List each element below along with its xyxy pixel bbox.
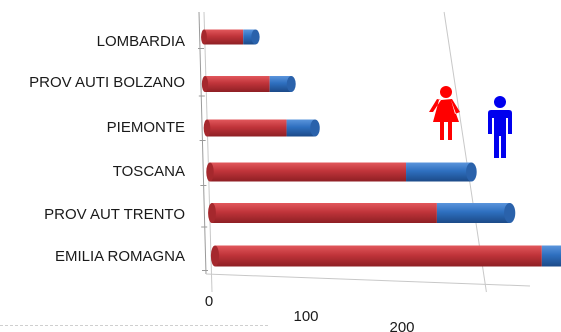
bar-female (215, 245, 542, 267)
bar-start-cap (206, 162, 214, 182)
bar-male (286, 119, 315, 137)
bar-male (541, 245, 561, 267)
category-label: TOSCANA (113, 163, 185, 180)
category-label: EMILIA ROMAGNA (55, 248, 185, 265)
bar-start-cap (208, 203, 216, 223)
x-tick-label: 0 (205, 293, 213, 310)
bar-end-cap (466, 162, 477, 182)
bar-end-cap (504, 203, 516, 223)
bar-female (210, 162, 407, 182)
male-figure-icon (488, 96, 512, 158)
category-label: LOMBARDIA (97, 33, 185, 50)
bar-female (205, 76, 270, 92)
female-figure-icon (429, 86, 460, 140)
bar-female (204, 29, 244, 45)
x-tick-label: 100 (293, 308, 318, 325)
category-labels: LOMBARDIA PROV AUTI BOLZANO PIEMONTE TOSCAN… (29, 33, 185, 265)
bar-start-cap (203, 119, 211, 137)
dashed-divider (0, 325, 268, 326)
floor-edge (205, 273, 531, 287)
bar-male (436, 203, 510, 223)
bar-end-cap (310, 119, 320, 137)
bar-start-cap (210, 245, 220, 267)
bar-start-cap (201, 76, 209, 92)
y-axis-line (198, 11, 207, 275)
tick-labels: 0 100 200 (205, 293, 415, 332)
gridline (443, 11, 487, 293)
category-label: PROV AUT TRENTO (44, 206, 185, 223)
gridlines (203, 11, 487, 293)
category-label: PIEMONTE (107, 119, 185, 136)
bar-male (406, 162, 472, 182)
axes (198, 11, 531, 287)
bar-male (269, 76, 292, 92)
bar-end-cap (286, 76, 296, 92)
bar-female (207, 119, 287, 137)
bar-start-cap (201, 29, 207, 45)
bar-female (212, 203, 437, 223)
bars (201, 29, 561, 267)
bar-end-cap (251, 29, 260, 45)
category-label: PROV AUTI BOLZANO (29, 74, 185, 91)
x-tick-label: 200 (389, 319, 414, 332)
gridline (203, 11, 213, 293)
